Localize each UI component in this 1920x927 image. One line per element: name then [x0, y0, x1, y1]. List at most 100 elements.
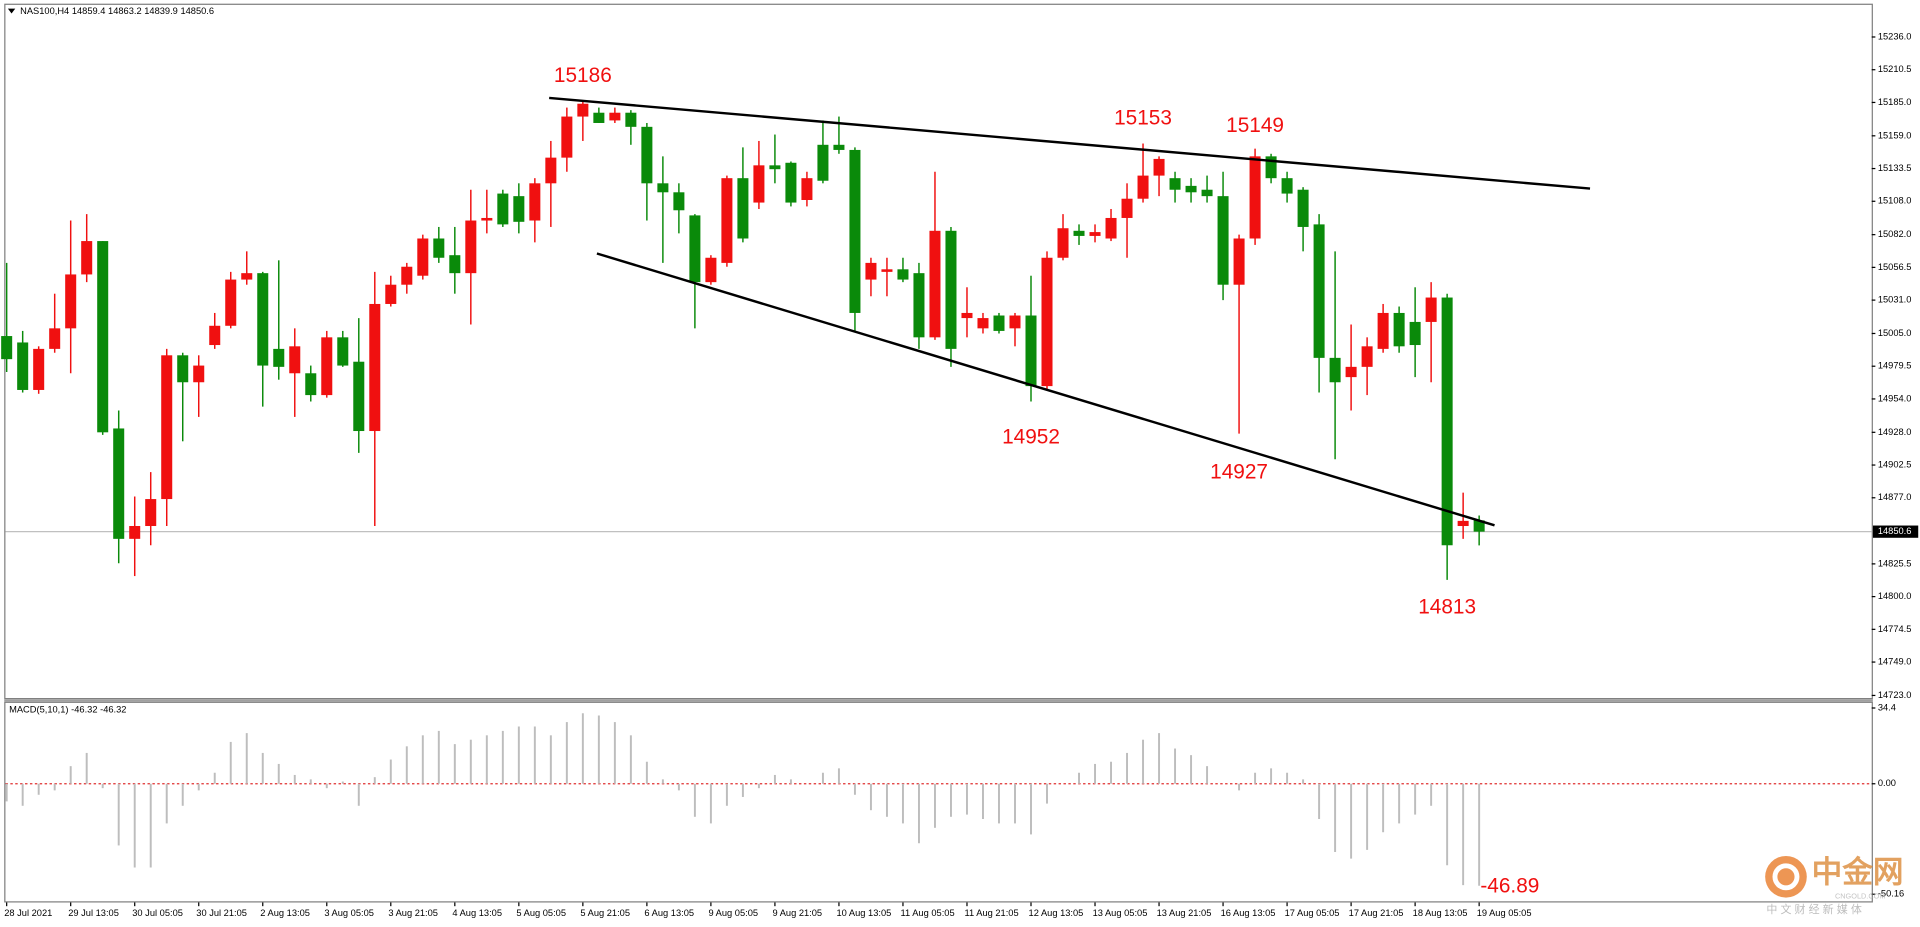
candle-body — [753, 165, 765, 203]
y-tick-label: 15031.0 — [1878, 295, 1912, 305]
x-tick-label: 2 Aug 13:05 — [260, 908, 310, 918]
x-tick-label: 12 Aug 13:05 — [1029, 908, 1084, 918]
candle-body — [1, 336, 13, 360]
candle-body — [593, 112, 605, 123]
x-tick-label: 4 Aug 13:05 — [452, 908, 502, 918]
macd-signal: -46.32 — [100, 705, 126, 715]
y-tick-label: 15236.0 — [1878, 31, 1912, 41]
collapse-arrow[interactable] — [7, 8, 16, 14]
candle-body — [193, 365, 205, 383]
x-tick-label: 17 Aug 05:05 — [1285, 908, 1340, 918]
candle-body — [481, 217, 493, 221]
y-tick-label: 15210.5 — [1878, 64, 1912, 74]
close: 14850.6 — [180, 7, 214, 17]
candle-body — [785, 162, 797, 203]
candle-body — [657, 183, 669, 193]
candle-body — [641, 126, 653, 184]
candle-body — [1137, 175, 1149, 199]
annotation: 15149 — [1226, 114, 1284, 137]
candle-body — [1329, 357, 1341, 383]
candle-body — [993, 315, 1005, 331]
candle-body — [737, 178, 749, 239]
candle-body — [705, 257, 717, 283]
y-tick-label: 14902.5 — [1878, 459, 1912, 469]
annotation: 14813 — [1418, 596, 1476, 619]
current-price-box — [1872, 525, 1919, 538]
y-tick-label: -50.16 — [1878, 889, 1904, 899]
open: 14859.4 — [72, 7, 106, 17]
candle-body — [1249, 156, 1261, 239]
x-tick-label: 5 Aug 05:05 — [516, 908, 566, 918]
x-tick-label: 10 Aug 13:05 — [836, 908, 891, 918]
candle-body — [721, 178, 733, 263]
x-tick-label: 5 Aug 21:05 — [580, 908, 630, 918]
candle-body — [305, 373, 317, 396]
candle-body — [161, 355, 173, 500]
candle-body — [1313, 224, 1325, 358]
candle-body — [689, 215, 701, 283]
x-tick-label: 16 Aug 13:05 — [1221, 908, 1276, 918]
support-trendline — [596, 252, 1495, 527]
watermark: 中金网 CNGOLD.COM 中 文 财 经 新 媒 体 — [1765, 854, 1904, 916]
candle-body — [257, 273, 269, 366]
watermark-logo-ring — [1772, 863, 1800, 891]
candle-body — [1153, 158, 1165, 176]
candle-body — [865, 262, 877, 280]
candle-body — [209, 325, 221, 346]
candle-body — [433, 238, 445, 258]
annotation: 14927 — [1210, 460, 1268, 483]
candle-body — [1473, 520, 1485, 532]
candle-body — [17, 342, 29, 390]
current-price-label: 14850.6 — [1878, 526, 1912, 536]
candle-body — [145, 499, 157, 527]
y-tick-label: 15159.0 — [1878, 130, 1912, 140]
candle-body — [609, 112, 621, 121]
candle-body — [577, 103, 589, 117]
y-tick-label: 15185.0 — [1878, 97, 1912, 107]
resistance-trendline — [549, 96, 1591, 190]
candle-body — [1073, 230, 1085, 236]
candle-body — [513, 196, 525, 222]
candle-body — [65, 274, 77, 329]
annotation: 15186 — [554, 64, 612, 87]
symbol: NAS100,H4 — [20, 7, 69, 17]
candle-body — [1201, 189, 1213, 197]
macd-panel-border — [4, 701, 1873, 903]
candle-body — [177, 355, 189, 383]
candle-body — [1185, 185, 1197, 193]
x-tick-label: 17 Aug 21:05 — [1349, 908, 1404, 918]
candle-body — [1009, 315, 1021, 329]
candle-body — [545, 157, 557, 184]
candle-body — [929, 230, 941, 338]
candle-body — [81, 241, 93, 275]
x-tick-label: 29 Jul 13:05 — [68, 908, 119, 918]
y-tick-label: 14954.0 — [1878, 393, 1912, 403]
annotation: 14952 — [1002, 426, 1060, 449]
y-tick-label: 15005.0 — [1878, 328, 1912, 338]
y-tick-label: 15108.0 — [1878, 196, 1912, 206]
chart-header: NAS100,H4 14859.4 14863.2 14839.9 14850.… — [20, 7, 214, 17]
candle-body — [769, 165, 781, 170]
candle-body — [1345, 366, 1357, 378]
watermark-brand: 中金网 — [1812, 854, 1904, 889]
y-tick-label: 15133.5 — [1878, 163, 1912, 173]
candle-body — [977, 318, 989, 329]
annotation: -46.89 — [1480, 875, 1539, 898]
candle-body — [113, 428, 125, 539]
y-tick-label: 0.00 — [1878, 778, 1896, 788]
candle-body — [1041, 257, 1053, 387]
y-tick-label: 14774.5 — [1878, 624, 1912, 634]
candle-body — [1121, 198, 1133, 218]
candle-body — [241, 273, 253, 280]
candle-body — [1281, 178, 1293, 194]
candle-body — [289, 346, 301, 374]
candle-body — [449, 255, 461, 274]
x-tick-label: 19 Aug 05:05 — [1477, 908, 1532, 918]
x-tick-label: 13 Aug 05:05 — [1093, 908, 1148, 918]
candle-body — [673, 192, 685, 211]
candle-body — [561, 116, 573, 158]
candle-body — [1025, 315, 1037, 387]
